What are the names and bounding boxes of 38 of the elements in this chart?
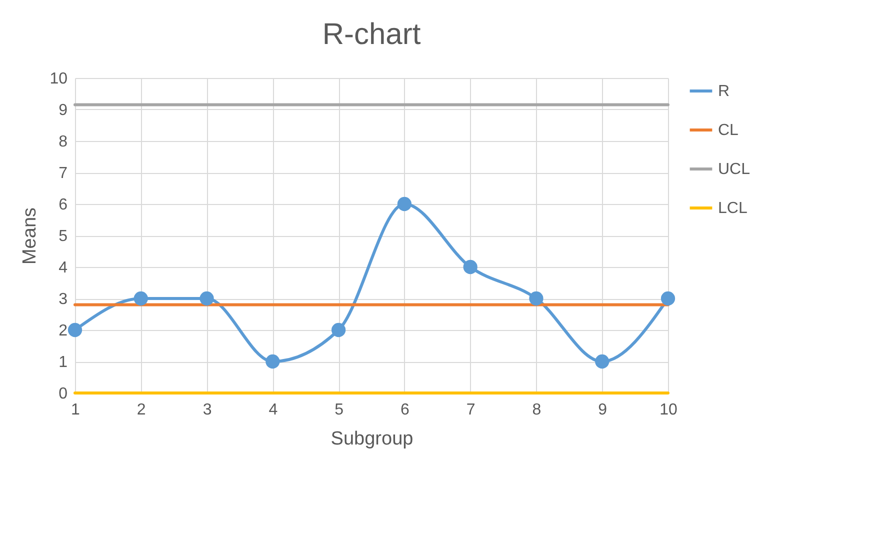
point: [529, 291, 544, 306]
point: [595, 354, 610, 369]
x-tick-label: 6: [400, 402, 410, 418]
y-tick-label: 10: [50, 70, 68, 88]
y-tick-label: 7: [58, 165, 68, 182]
y-tick-label: 2: [58, 322, 68, 340]
x-axis-title: Subgroup: [330, 428, 414, 450]
x-tick-label: 2: [136, 402, 146, 418]
y-tick-label: 4: [58, 260, 68, 276]
legend-label: R: [718, 83, 730, 100]
x-tick-label: 9: [598, 402, 608, 418]
y-tick-label: 3: [58, 291, 68, 308]
y-tick-label: 6: [58, 196, 68, 214]
point: [200, 291, 214, 306]
point: [134, 291, 148, 306]
y-axis-title: Means: [20, 207, 41, 265]
y-tick-label: 5: [58, 228, 68, 245]
point: [68, 322, 82, 338]
x-tick-label: 4: [268, 402, 278, 418]
legend-label: CL: [718, 122, 739, 139]
y-tick-label: 8: [58, 134, 68, 150]
x-tick-label: 7: [466, 402, 476, 418]
y-tick-label: 0: [58, 386, 68, 402]
point: [331, 322, 346, 338]
x-tick-label: 10: [660, 402, 678, 418]
x-tick-label: 8: [532, 402, 542, 418]
point: [660, 291, 676, 306]
y-tick-label: 1: [58, 354, 68, 371]
point: [397, 196, 412, 212]
chart-title: R-chart: [322, 18, 422, 51]
x-tick-label: 5: [334, 402, 344, 418]
x-tick-label: 1: [71, 402, 80, 418]
y-tick-label: 9: [58, 102, 68, 119]
point: [463, 260, 478, 274]
x-tick-label: 3: [202, 402, 212, 418]
legend-label: UCL: [718, 161, 750, 178]
legend-label: LCL: [718, 200, 748, 217]
point: [266, 354, 280, 369]
